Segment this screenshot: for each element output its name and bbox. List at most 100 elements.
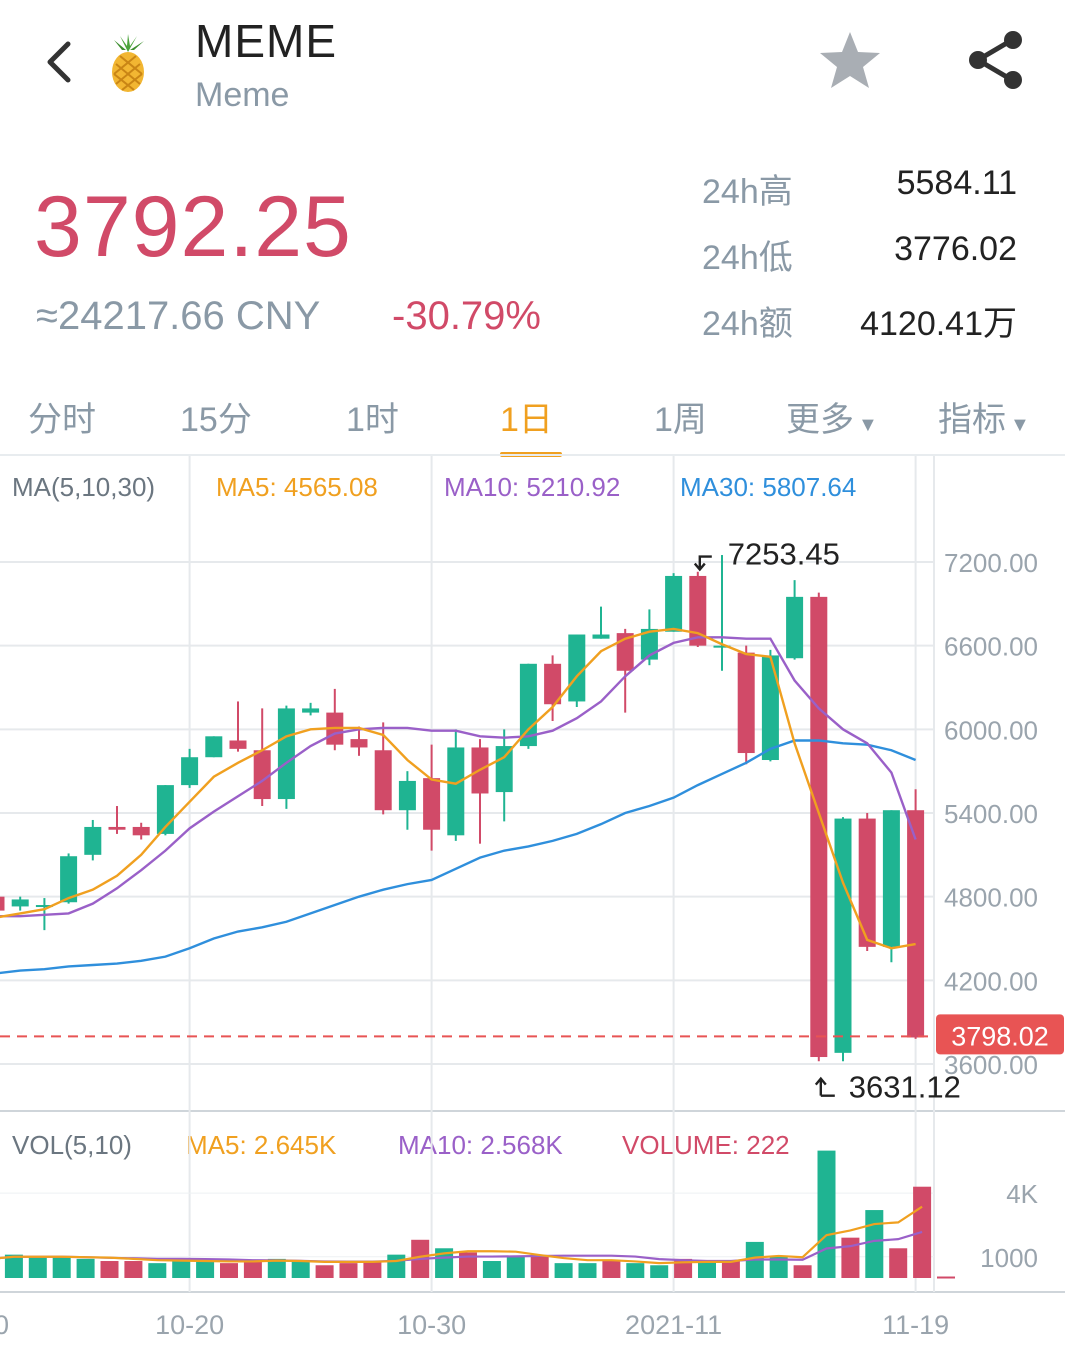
ma5-legend: MA5: 4565.08 bbox=[216, 472, 378, 502]
candle bbox=[713, 555, 731, 671]
caret-down-icon: ▼ bbox=[858, 414, 878, 436]
candle bbox=[277, 705, 295, 809]
candle bbox=[907, 789, 925, 1039]
candle bbox=[253, 708, 271, 807]
volume-bar bbox=[769, 1256, 788, 1278]
ma10-legend: MA10: 5210.92 bbox=[444, 472, 621, 502]
candle bbox=[568, 634, 586, 708]
candle-body bbox=[60, 856, 78, 903]
volume-bar bbox=[482, 1261, 501, 1278]
stat-high-value: 5584.11 bbox=[896, 164, 1017, 202]
volume-bar bbox=[148, 1263, 167, 1278]
candle bbox=[374, 722, 392, 815]
candle-body bbox=[761, 655, 779, 761]
candle-body bbox=[84, 826, 102, 855]
volume-bar bbox=[243, 1261, 262, 1278]
candle-body bbox=[592, 634, 610, 639]
ma30-legend: MA30: 5807.64 bbox=[680, 472, 857, 502]
candle bbox=[737, 645, 755, 765]
volume-bar bbox=[387, 1254, 406, 1278]
candle bbox=[616, 628, 634, 713]
vol-ma5-legend: MA5: 2.645K bbox=[186, 1130, 337, 1160]
candle bbox=[858, 813, 876, 952]
volume-bar bbox=[721, 1261, 740, 1278]
volume-bar bbox=[530, 1256, 549, 1278]
price-cny: ≈24217.66 CNY bbox=[36, 294, 321, 338]
price-tick-label: 6000.00 bbox=[944, 715, 1038, 745]
tab-1day[interactable]: 1日 bbox=[500, 401, 553, 439]
price-tick-label: 7200.00 bbox=[944, 548, 1038, 578]
favorite-star-icon[interactable] bbox=[818, 28, 882, 92]
stat-high-label: 24h高 bbox=[702, 173, 793, 211]
candle-body bbox=[568, 634, 586, 702]
candle bbox=[84, 819, 102, 861]
ma-legend-title: MA(5,10,30) bbox=[12, 472, 156, 502]
ma5-line bbox=[0, 627, 916, 950]
volume-tick-label: 4K bbox=[1006, 1179, 1038, 1209]
volume-bar bbox=[4, 1254, 23, 1278]
back-chevron-icon[interactable] bbox=[38, 36, 82, 88]
tab-timeshare[interactable]: 分时 bbox=[28, 401, 96, 439]
change-percent: -30.79% bbox=[392, 294, 541, 338]
tabs-divider bbox=[0, 454, 1065, 456]
tab-15min[interactable]: 15分 bbox=[180, 401, 252, 439]
volume-bar bbox=[220, 1263, 238, 1278]
volume-tick-label: 1000 bbox=[980, 1243, 1038, 1273]
candle-body bbox=[834, 818, 852, 1053]
tab-1week[interactable]: 1周 bbox=[654, 401, 707, 439]
volume-bar bbox=[100, 1261, 119, 1278]
volume-bar bbox=[650, 1265, 669, 1278]
volume-bar bbox=[339, 1263, 358, 1278]
candle-body bbox=[737, 652, 755, 754]
candle bbox=[350, 726, 368, 756]
low-marker-label: 3631.12 bbox=[849, 1070, 961, 1105]
current-price-tag bbox=[936, 1014, 1064, 1055]
stat-amount-value: 4120.41万 bbox=[860, 305, 1017, 343]
ma30-line bbox=[0, 739, 917, 975]
candle-body bbox=[0, 896, 5, 911]
last-price: 3792.25 bbox=[34, 179, 352, 275]
tab-indicators-label: 指标 bbox=[938, 401, 1006, 439]
volume-bar bbox=[793, 1265, 812, 1278]
volume-bar bbox=[363, 1261, 382, 1278]
candle bbox=[592, 606, 610, 639]
volume-bar bbox=[172, 1258, 191, 1278]
candle-body bbox=[786, 596, 804, 659]
ma10-line bbox=[0, 636, 917, 918]
volume-bar bbox=[459, 1252, 477, 1278]
candle-body bbox=[253, 750, 271, 800]
candle-body bbox=[229, 740, 247, 749]
candle bbox=[495, 729, 513, 822]
candle-body bbox=[495, 746, 513, 793]
tab-indicators[interactable]: 指标 ▼ bbox=[938, 392, 1030, 441]
volume-bar bbox=[865, 1210, 884, 1278]
price-tick-label: 5400.00 bbox=[944, 799, 1038, 829]
share-icon[interactable] bbox=[964, 28, 1028, 92]
tab-more[interactable]: 更多 ▼ bbox=[786, 392, 878, 441]
candle bbox=[0, 896, 5, 911]
candlestick-chart[interactable]: 7200.00 6600.00 6000.00 5400.00 4800.00 4200.… bbox=[0, 456, 1065, 1362]
candle bbox=[132, 822, 150, 840]
candle bbox=[882, 810, 900, 963]
candle bbox=[229, 701, 247, 752]
interval-tabs: 分时 15分 1时 1日 1周 更多 ▼ 指标 ▼ bbox=[0, 384, 1065, 457]
stat-low-label: 24h低 bbox=[702, 239, 793, 277]
candle-body bbox=[689, 575, 707, 646]
volume-ma5-line bbox=[0, 1205, 923, 1265]
stat-amount-label: 24h额 bbox=[702, 305, 793, 343]
volume-bar bbox=[626, 1263, 645, 1278]
volume-bar bbox=[196, 1261, 215, 1278]
candle-body bbox=[882, 810, 900, 947]
candle-body bbox=[374, 750, 392, 811]
symbol-title: MEME bbox=[195, 15, 337, 67]
tab-1hour[interactable]: 1时 bbox=[346, 401, 399, 439]
x-tick-label: 10-20 bbox=[155, 1310, 224, 1340]
candle bbox=[447, 729, 465, 841]
candle-body bbox=[544, 663, 562, 705]
pineapple-icon bbox=[112, 34, 144, 92]
candle bbox=[302, 702, 320, 716]
candle-body bbox=[205, 736, 223, 758]
vol-ma10-legend: MA10: 2.568K bbox=[398, 1130, 563, 1160]
candle bbox=[60, 853, 78, 904]
candle bbox=[471, 739, 489, 844]
